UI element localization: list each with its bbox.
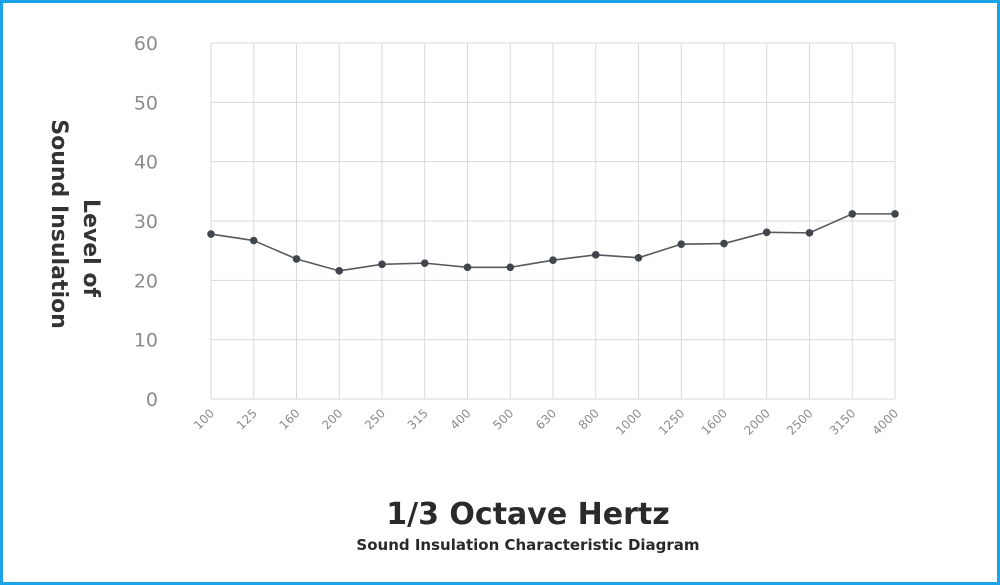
chart-subtitle: Sound Insulation Characteristic Diagram	[356, 536, 699, 554]
y-tick-label: 10	[134, 330, 158, 352]
x-tick-label: 800	[576, 406, 602, 432]
data-point	[378, 260, 386, 269]
data-point	[634, 253, 643, 262]
data-point	[762, 228, 771, 237]
y-tick-label: 0	[146, 389, 158, 411]
x-tick-label: 315	[405, 406, 431, 432]
x-tick-label: 500	[490, 406, 516, 432]
series	[207, 210, 899, 275]
x-tick-label: 400	[448, 406, 474, 432]
y-tick-label: 60	[134, 33, 158, 55]
y-tick-label: 50	[134, 92, 158, 114]
y-tick-label: 20	[134, 270, 158, 292]
data-point	[891, 210, 899, 218]
data-point	[848, 210, 857, 218]
x-tick-label: 1250	[656, 406, 687, 437]
x-tick-label: 2500	[784, 406, 815, 437]
y-axis-ticks: 0 10 20 30 40 50 60	[134, 33, 158, 411]
y-tick-label: 30	[134, 211, 158, 233]
data-point	[549, 256, 557, 264]
x-tick-label: 3150	[827, 406, 858, 437]
data-point	[591, 251, 600, 259]
data-point	[420, 259, 429, 267]
x-tick-label: 160	[277, 406, 303, 432]
x-tick-label: 2000	[741, 406, 772, 437]
y-axis-label-line-1: Level of	[78, 199, 103, 298]
data-point	[677, 240, 686, 248]
x-tick-label: 125	[234, 406, 260, 432]
x-tick-label: 630	[533, 406, 559, 432]
grid	[210, 42, 896, 400]
data-point	[805, 229, 814, 237]
data-point	[335, 267, 344, 275]
x-tick-label: 1600	[699, 406, 730, 437]
x-axis-title: 1/3 Octave Hertz	[386, 497, 669, 532]
data-point	[249, 236, 258, 245]
x-tick-label: 200	[319, 406, 345, 432]
x-tick-label: 1000	[613, 406, 644, 437]
y-tick-label: 40	[134, 152, 158, 174]
data-point	[207, 230, 215, 238]
x-tick-label: 100	[191, 406, 217, 432]
x-tick-label: 250	[362, 406, 388, 432]
data-point	[506, 263, 515, 272]
data-point	[463, 263, 472, 272]
data-point	[292, 255, 301, 263]
x-axis-ticks: 100 125 160 200 250 315 400 500 630 800 1000 1250 16…	[191, 406, 901, 437]
data-point	[720, 239, 728, 248]
y-axis-label-line-2: Sound Insulation	[46, 119, 71, 329]
x-tick-label: 4000	[870, 406, 901, 437]
